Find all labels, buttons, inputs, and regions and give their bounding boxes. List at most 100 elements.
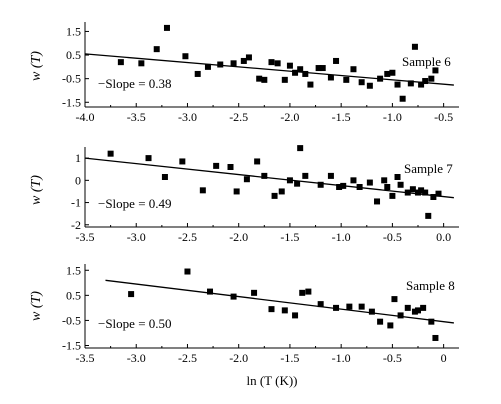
slope-annotation: −Slope = 0.49: [98, 196, 172, 211]
data-point: [261, 76, 268, 83]
data-point: [404, 304, 411, 311]
data-point: [271, 192, 278, 199]
data-point: [397, 312, 404, 319]
data-point: [230, 60, 237, 67]
panel-sample-7: -3.5 -3.0 -2.5 -2.0 -1.5 -1.0 -0.5 0.0 1 0 -1 -2 w (…: [29, 145, 459, 244]
y-tick-label: -1.5: [62, 338, 81, 352]
y-tick-label: 1: [75, 151, 81, 165]
data-point: [184, 268, 191, 275]
data-point: [256, 75, 263, 82]
data-point: [179, 158, 186, 165]
data-point: [409, 186, 416, 193]
x-tick-label: -1.5: [332, 110, 351, 124]
data-point: [307, 81, 314, 88]
data-point: [294, 180, 301, 187]
data-point: [233, 188, 240, 195]
data-point: [389, 192, 396, 199]
data-point: [394, 174, 401, 180]
data-point: [343, 76, 350, 83]
data-point: [336, 184, 343, 190]
x-tick-label: -3.0: [127, 351, 146, 365]
data-point: [391, 296, 398, 303]
data-point: [404, 189, 411, 196]
x-tick-label: -2.0: [229, 351, 248, 365]
x-tick-label: -1.0: [383, 110, 402, 124]
data-point: [240, 57, 247, 64]
data-point: [199, 187, 206, 194]
x-tick-label: 0.0: [436, 230, 451, 244]
x-tick-label: -0.5: [434, 110, 453, 124]
data-point: [415, 189, 422, 196]
data-point: [302, 70, 309, 77]
x-tick-label: -2.5: [178, 351, 197, 365]
data-point: [245, 54, 252, 61]
y-tick-label: 0.5: [66, 48, 81, 62]
x-tick-label: -3.5: [76, 351, 95, 365]
data-point: [145, 155, 152, 162]
data-point: [317, 181, 324, 188]
data-point: [286, 62, 293, 69]
fit-line: [105, 279, 454, 324]
data-point: [163, 24, 170, 31]
data-point: [394, 81, 401, 88]
data-point: [268, 306, 275, 313]
data-point: [317, 301, 324, 308]
x-tick-label: -3.5: [76, 230, 95, 244]
data-point: [374, 198, 381, 205]
data-point: [377, 75, 384, 82]
x-tick-label: -2.5: [229, 110, 248, 124]
data-point: [411, 308, 418, 315]
slope-annotation: −Slope = 0.38: [98, 76, 172, 91]
y-tick-label: -0.5: [62, 72, 81, 86]
data-point: [128, 291, 135, 298]
data-point: [161, 174, 168, 180]
x-tick-label: -2.0: [280, 110, 299, 124]
data-point: [107, 150, 114, 157]
y-axis-label: w (T): [29, 291, 44, 321]
data-point: [368, 308, 375, 315]
data-point: [281, 76, 288, 83]
data-point: [425, 212, 432, 219]
panel-sample-6: -4.0 -3.5 -3.0 -2.5 -2.0 -1.5 -1.0 -0.5 1.5 0.5 -0…: [29, 22, 459, 124]
x-tick-label: -0.5: [383, 351, 402, 365]
data-point: [243, 176, 250, 183]
data-point: [366, 179, 373, 186]
data-point: [327, 172, 334, 179]
y-tick-label: -1: [71, 196, 81, 210]
data-point: [422, 189, 429, 196]
x-axis-label: ln (T (K)): [246, 373, 297, 388]
x-tick-label: -4.0: [76, 110, 95, 124]
data-point: [251, 289, 258, 296]
data-point: [327, 74, 334, 81]
y-tick-label: -0.5: [62, 313, 81, 327]
data-point: [397, 181, 404, 188]
data-point: [319, 65, 326, 72]
data-point: [407, 80, 414, 87]
data-point: [194, 70, 201, 77]
data-point: [415, 307, 422, 314]
panel-sample-8: -3.5 -3.0 -2.5 -2.0 -1.5 -1.0 -0.5 0 1.5 0.5 -0.5 -…: [29, 263, 459, 388]
y-axis-label: w (T): [29, 175, 44, 205]
data-point: [381, 177, 388, 184]
data-point: [350, 177, 357, 184]
data-point: [254, 158, 261, 165]
data-point: [268, 59, 275, 66]
data-point: [227, 164, 234, 170]
data-point: [207, 288, 214, 295]
data-point: [350, 66, 357, 73]
x-tick-label: -1.5: [280, 351, 299, 365]
data-point: [217, 61, 224, 68]
data-point: [302, 172, 309, 179]
data-point: [428, 318, 435, 325]
data-point: [333, 304, 340, 311]
x-tick-label: -1.0: [332, 230, 351, 244]
data-point: [274, 60, 281, 67]
data-point: [297, 66, 304, 73]
panel-title: Sample 8: [406, 278, 455, 293]
data-point: [435, 190, 442, 197]
data-point: [333, 57, 340, 64]
panel-title: Sample 7: [404, 161, 453, 176]
data-point: [299, 289, 306, 296]
data-point: [281, 307, 288, 314]
